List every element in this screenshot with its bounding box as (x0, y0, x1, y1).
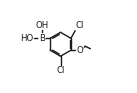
Text: HO: HO (20, 34, 33, 43)
Text: Cl: Cl (56, 66, 65, 74)
Text: B: B (39, 34, 45, 43)
Text: O: O (76, 46, 83, 55)
Text: Cl: Cl (76, 21, 84, 30)
Text: OH: OH (35, 21, 49, 30)
